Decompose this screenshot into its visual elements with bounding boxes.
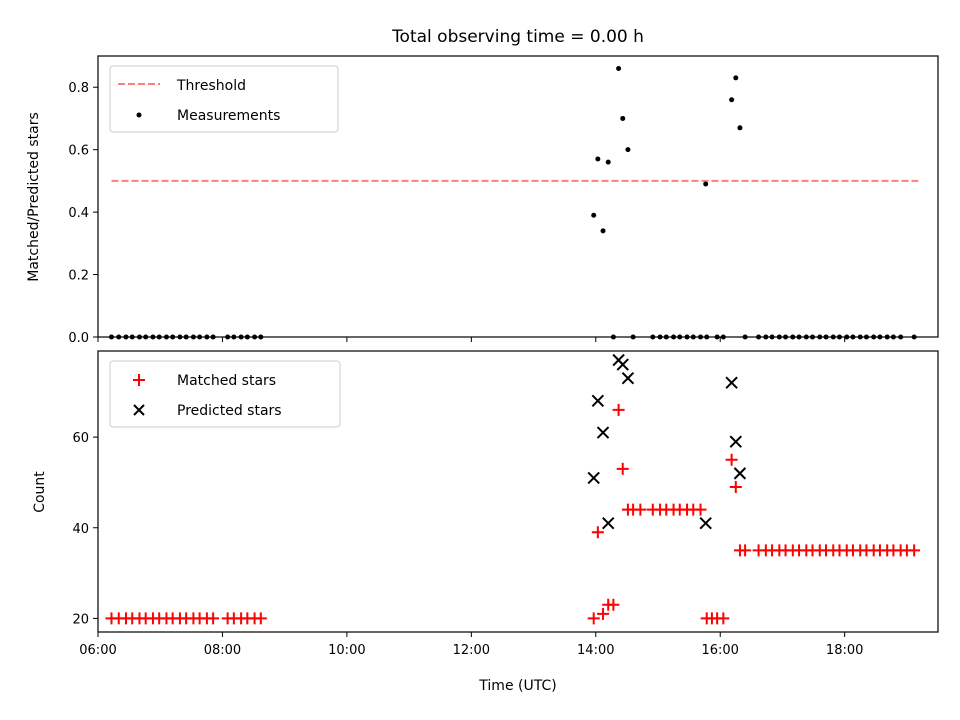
bottom-y-tick-label: 60 bbox=[72, 431, 89, 446]
predicted-star-marker bbox=[602, 517, 615, 530]
top-y-tick-label: 0.6 bbox=[68, 144, 89, 159]
matched-star-marker bbox=[597, 607, 610, 620]
predicted-star-marker bbox=[725, 376, 738, 389]
matched-star-marker bbox=[634, 503, 647, 516]
predicted-star-marker bbox=[596, 426, 610, 439]
matched-star-marker bbox=[254, 612, 267, 625]
top-panel: 0.00.20.40.60.8 Matched/Predicted stars … bbox=[26, 55, 939, 346]
matched-star-marker bbox=[729, 480, 742, 493]
top-y-axis-label: Matched/Predicted stars bbox=[26, 112, 42, 282]
top-y-axis: 0.0 0.2 0.4 0.6 0.8 bbox=[68, 81, 98, 346]
matched-star-marker bbox=[717, 612, 730, 625]
matched-star-marker bbox=[908, 544, 921, 557]
matched-star-marker bbox=[207, 612, 220, 625]
matched-star-marker bbox=[612, 403, 625, 416]
bottom-plot-area bbox=[105, 353, 921, 625]
measurements-legend-swatch bbox=[136, 112, 142, 118]
predicted-stars-legend-swatch bbox=[133, 404, 145, 416]
measurement-point bbox=[737, 125, 743, 131]
matched-star-marker bbox=[725, 453, 738, 466]
threshold-legend-label: Threshold bbox=[176, 78, 246, 94]
bottom-axes-frame bbox=[97, 350, 939, 633]
bottom-legend-box bbox=[109, 360, 341, 428]
bottom-legend: Matched stars Predicted stars bbox=[109, 360, 341, 428]
measurement-point bbox=[616, 65, 622, 71]
predicted-star-marker bbox=[621, 371, 635, 385]
bottom-x-axis: 06:00 08:00 10:00 12:00 14:00 16:00 18:00 bbox=[79, 632, 863, 658]
predicted-star-marker bbox=[587, 471, 600, 485]
bottom-x-tick-label: 16:00 bbox=[701, 643, 738, 658]
bottom-y-tick-label: 40 bbox=[72, 522, 89, 537]
measurement-point bbox=[595, 156, 601, 162]
top-y-tick-label: 0.4 bbox=[68, 206, 89, 221]
bottom-y-tick-label: 20 bbox=[72, 612, 89, 627]
matched-stars-legend-swatch bbox=[133, 374, 145, 386]
figure-title: Total observing time = 0.00 h bbox=[391, 27, 644, 47]
predicted-stars-legend-label: Predicted stars bbox=[177, 403, 282, 419]
bottom-x-tick-label: 12:00 bbox=[453, 643, 490, 658]
measurement-point bbox=[733, 75, 739, 81]
top-y-tick-label: 0.8 bbox=[68, 81, 89, 96]
bottom-x-tick-label: 18:00 bbox=[826, 643, 863, 658]
top-y-tick-label: 0.2 bbox=[68, 269, 89, 284]
matched-star-marker bbox=[616, 462, 629, 475]
predicted-star-marker bbox=[616, 358, 629, 371]
predicted-star-marker bbox=[699, 517, 712, 530]
matched-star-marker bbox=[694, 503, 707, 516]
bottom-x-tick-label: 14:00 bbox=[577, 643, 614, 658]
predicted-star-marker bbox=[591, 394, 605, 408]
top-y-tick-label: 0.0 bbox=[68, 331, 89, 346]
measurement-point bbox=[703, 181, 709, 187]
top-legend-box bbox=[109, 65, 339, 133]
measurement-point bbox=[600, 228, 606, 234]
measurement-point bbox=[620, 115, 626, 121]
bottom-x-tick-label: 06:00 bbox=[79, 643, 116, 658]
matched-star-marker bbox=[587, 612, 600, 625]
top-axes-frame bbox=[97, 55, 939, 338]
top-x-ticks bbox=[97, 337, 846, 342]
matched-star-marker bbox=[607, 598, 620, 611]
top-legend: Threshold Measurements bbox=[109, 65, 339, 133]
measurement-point bbox=[625, 147, 631, 153]
measurement-point bbox=[729, 97, 735, 103]
matched-stars-legend-label: Matched stars bbox=[177, 373, 276, 389]
bottom-y-axis: 20 40 60 bbox=[72, 431, 98, 627]
measurements-legend-label: Measurements bbox=[177, 108, 280, 124]
measurement-point bbox=[605, 159, 611, 165]
bottom-x-tick-label: 10:00 bbox=[328, 643, 365, 658]
bottom-x-tick-label: 08:00 bbox=[204, 643, 241, 658]
measurement-point bbox=[591, 212, 597, 218]
matched-star-marker bbox=[591, 526, 604, 539]
bottom-y-axis-label: Count bbox=[32, 471, 48, 513]
matched-star-marker bbox=[739, 544, 752, 557]
bottom-panel: 20 40 60 06:00 08:00 10:00 12:00 14:00 16:00 18:… bbox=[32, 350, 939, 694]
predicted-star-marker bbox=[729, 435, 742, 448]
predicted-star-marker bbox=[733, 467, 747, 480]
bottom-x-axis-label: Time (UTC) bbox=[478, 678, 556, 694]
